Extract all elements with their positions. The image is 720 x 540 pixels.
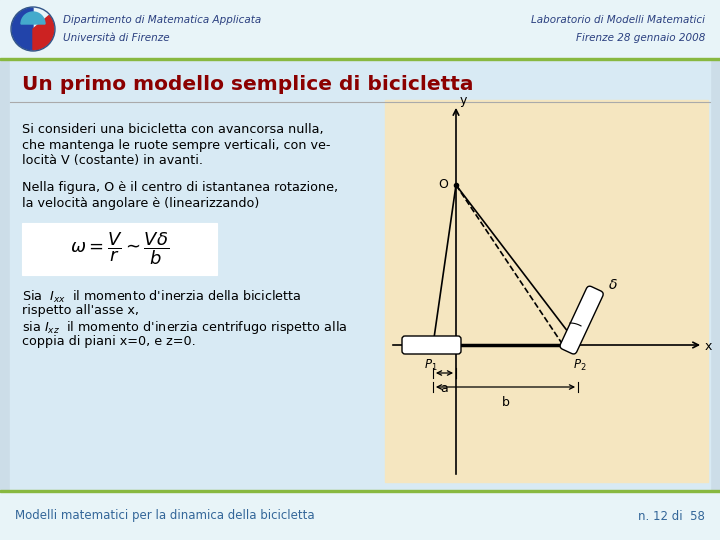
Text: O: O [438,178,448,191]
Wedge shape [21,12,45,24]
Text: Firenze 28 gennaio 2008: Firenze 28 gennaio 2008 [575,33,705,43]
Text: x: x [705,340,712,353]
Bar [0,58,720,60]
FancyBboxPatch shape [560,286,603,354]
Text: Dipartimento di Matematica Applicata: Dipartimento di Matematica Applicata [63,15,261,25]
Text: Modelli matematici per la dinamica della bicicletta: Modelli matematici per la dinamica della… [15,510,315,523]
Bar [0,490,720,492]
Bar [10,60,710,490]
Text: n. 12 di  58: n. 12 di 58 [638,510,705,523]
Text: Sia  $I_{xx}$  il momento d'inerzia della bicicletta: Sia $I_{xx}$ il momento d'inerzia della … [22,288,302,305]
Text: Un primo modello semplice di bicicletta: Un primo modello semplice di bicicletta [22,76,474,94]
Text: la velocità angolare è (linearizzando): la velocità angolare è (linearizzando) [22,197,259,210]
Text: b: b [502,396,510,409]
Text: $P_1$: $P_1$ [424,358,438,373]
Text: a: a [441,382,449,395]
Bar [0,492,720,540]
Text: rispetto all'asse x,: rispetto all'asse x, [22,304,139,317]
Text: $P_2$: $P_2$ [573,358,587,373]
Wedge shape [33,16,54,29]
Bar [0,0,720,58]
Text: y: y [460,94,467,107]
Bar [22,222,217,274]
Text: Università di Firenze: Università di Firenze [63,33,170,43]
Text: Nella figura, O è il centro di istantanea rotazione,: Nella figura, O è il centro di istantane… [22,181,338,194]
Text: Si consideri una bicicletta con avancorsa nulla,: Si consideri una bicicletta con avancors… [22,123,323,136]
Bar [385,100,708,482]
Text: $\delta$: $\delta$ [608,278,618,292]
Wedge shape [12,8,33,50]
Wedge shape [33,29,54,50]
Text: che mantenga le ruote sempre verticali, con ve-: che mantenga le ruote sempre verticali, … [22,138,330,152]
Text: sia $I_{xz}$  il momento d'inerzia centrifugo rispetto alla: sia $I_{xz}$ il momento d'inerzia centri… [22,320,347,336]
Text: Laboratorio di Modelli Matematici: Laboratorio di Modelli Matematici [531,15,705,25]
Text: coppia di piani x=0, e z=0.: coppia di piani x=0, e z=0. [22,335,196,348]
FancyBboxPatch shape [402,336,461,354]
Text: $\omega = \dfrac{V}{r} \sim \dfrac{V\delta}{b}$: $\omega = \dfrac{V}{r} \sim \dfrac{V\del… [70,230,169,267]
Text: locità V (costante) in avanti.: locità V (costante) in avanti. [22,154,203,167]
